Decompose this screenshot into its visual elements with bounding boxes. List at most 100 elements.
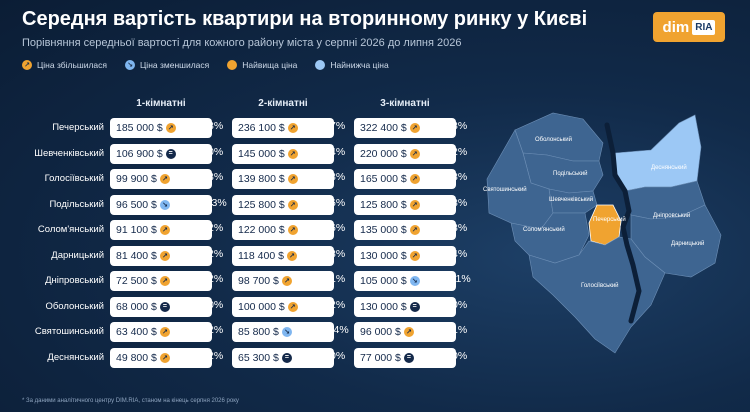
price-cell: 122 000 $ ↗ 6% bbox=[232, 220, 345, 240]
price-up-icon: ↗ bbox=[159, 327, 170, 337]
price-down-icon: ↘ bbox=[281, 327, 292, 337]
price-up-icon: ↗ bbox=[159, 225, 170, 235]
price-value: 165 000 $ bbox=[360, 173, 407, 185]
district-label: Дніпровський bbox=[45, 275, 104, 286]
price-value: 72 500 $ bbox=[116, 275, 157, 287]
price-cell: 68 000 $ = 0% bbox=[110, 296, 223, 317]
change-value: 2% bbox=[208, 349, 224, 362]
page-title: Середня вартість квартири на вторинному … bbox=[22, 8, 588, 30]
price-cell: 96 000 $ ↗ 1% bbox=[354, 322, 467, 342]
district-label: Солом'янський bbox=[37, 224, 104, 235]
price-cell: 77 000 $ = 0% bbox=[354, 347, 467, 368]
map-label-obolonskyi: Оболонський bbox=[535, 136, 572, 143]
price-cell: 72 500 $ ↗ 2% bbox=[110, 271, 223, 291]
price-cell: 220 000 $ ↗ 2% bbox=[354, 143, 467, 164]
change-value: 0% bbox=[452, 349, 468, 362]
price-cell: 145 000 $ ↗ 4% bbox=[232, 143, 345, 164]
change-value: 0% bbox=[330, 349, 346, 362]
price-up-icon: ↗ bbox=[409, 148, 420, 159]
price-value: 118 400 $ bbox=[238, 249, 284, 262]
district-label: Шевченківський bbox=[34, 147, 104, 159]
price-up-icon: ↗ bbox=[159, 250, 170, 261]
map-label-pecherskyi: Печерський bbox=[593, 216, 626, 223]
change-value: 7% bbox=[330, 120, 346, 132]
change-value: 2% bbox=[208, 324, 224, 336]
district-label: Дарницький bbox=[51, 249, 104, 261]
price-value: 96 000 $ bbox=[360, 326, 401, 338]
change-value: 6% bbox=[330, 196, 346, 209]
column-header: 3-кімнатні bbox=[380, 98, 430, 109]
price-value: 145 000 $ bbox=[238, 147, 285, 160]
price-cell: 130 000 $ = 0% bbox=[354, 296, 467, 317]
price-value: 105 000 $ bbox=[360, 275, 407, 287]
map-district-desnianskyi[interactable] bbox=[614, 114, 702, 192]
price-value: 220 000 $ bbox=[360, 147, 407, 160]
price-cell: 165 000 $ ↗ 3% bbox=[354, 169, 467, 189]
footnote: * За даними аналітичного центру DIM.RIA,… bbox=[22, 398, 239, 404]
price-value: 130 000 $ bbox=[360, 249, 407, 262]
price-up-icon: ↗ bbox=[409, 250, 420, 261]
logo[interactable]: dim RIA bbox=[653, 12, 725, 42]
price-cell: 236 100 $ ↗ 7% bbox=[232, 118, 345, 138]
district-label: Печерський bbox=[52, 122, 104, 133]
price-cell: 98 700 $ ↗ 1% bbox=[232, 271, 345, 291]
price-up-icon: ↗ bbox=[22, 60, 32, 70]
map-label-holosiivskyi: Голосіївський bbox=[581, 282, 619, 289]
district-label: Святошинський bbox=[34, 326, 104, 337]
price-up-icon: ↗ bbox=[159, 352, 170, 363]
change-value: 3% bbox=[452, 120, 468, 132]
price-cell: 135 000 $ ↗ 3% bbox=[354, 220, 467, 240]
price-value: 81 400 $ bbox=[116, 249, 157, 262]
map-river bbox=[604, 122, 642, 324]
column-header: 1-кімнатні bbox=[136, 98, 186, 109]
price-value: 96 500 $ bbox=[116, 198, 157, 211]
change-value: -4% bbox=[330, 324, 349, 336]
price-up-icon: ↗ bbox=[287, 148, 298, 159]
price-cell: 99 900 $ ↗ 3% bbox=[110, 169, 223, 189]
price-cell: 65 300 $ = 0% bbox=[232, 347, 345, 368]
price-value: 236 100 $ bbox=[238, 122, 285, 134]
legend-item-up: ↗ Ціна збільшилася bbox=[22, 60, 107, 70]
map-label-sviatoshynskyi: Святошинський bbox=[483, 186, 527, 193]
price-up-icon: ↗ bbox=[281, 276, 292, 286]
price-value: 68 000 $ bbox=[116, 300, 157, 313]
price-cell: 130 000 $ ↗ 4% bbox=[354, 245, 467, 266]
kyiv-district-map: Оболонський Деснянський Подільський Свят… bbox=[483, 112, 722, 354]
district-label: Оболонський bbox=[45, 300, 104, 312]
change-value: 8% bbox=[330, 171, 346, 183]
price-cell: 322 400 $ ↗ 3% bbox=[354, 118, 467, 138]
price-value: 91 100 $ bbox=[116, 224, 157, 236]
legend: ↗ Ціна збільшилася ↘ Ціна зменшилася Най… bbox=[22, 60, 389, 70]
price-value: 122 000 $ bbox=[238, 224, 285, 236]
price-unchanged-icon: = bbox=[281, 352, 292, 363]
price-unchanged-icon: = bbox=[403, 352, 414, 363]
change-value: 2% bbox=[208, 247, 224, 260]
legend-label-up: Ціна збільшилася bbox=[37, 60, 108, 70]
lowest-price-swatch-icon bbox=[315, 60, 326, 70]
logo-dim-text: dim bbox=[662, 18, 690, 36]
price-up-icon: ↗ bbox=[409, 225, 420, 235]
change-value: 4% bbox=[452, 247, 468, 260]
change-value: 6% bbox=[330, 222, 346, 234]
price-cell: 63 400 $ ↗ 2% bbox=[110, 322, 223, 342]
price-cell: 85 800 $ ↘ -4% bbox=[232, 322, 349, 342]
change-value: 1% bbox=[330, 273, 346, 285]
change-value: -3% bbox=[208, 196, 227, 209]
price-cell: 91 100 $ ↗ 2% bbox=[110, 220, 223, 240]
map-label-solomianskyi: Солом'янський bbox=[523, 226, 565, 233]
map-label-shevchenkivskyi: Шевченківський bbox=[549, 196, 593, 203]
price-down-icon: ↘ bbox=[409, 276, 420, 286]
change-value: 3% bbox=[452, 222, 468, 234]
map-label-dniprovskyi: Дніпровський bbox=[653, 212, 690, 219]
price-cell: 96 500 $ ↘ -3% bbox=[110, 194, 227, 215]
map-label-podilskyi: Подільський bbox=[553, 170, 587, 177]
change-value: 2% bbox=[330, 298, 346, 311]
district-label: Деснянський bbox=[47, 351, 104, 363]
legend-label-down: Ціна зменшилася bbox=[140, 60, 210, 70]
price-unchanged-icon: = bbox=[409, 301, 420, 312]
change-value: 3% bbox=[330, 247, 346, 260]
price-up-icon: ↗ bbox=[286, 250, 297, 261]
legend-label-highest: Найвища ціна bbox=[242, 60, 298, 70]
price-value: 125 800 $ bbox=[360, 198, 407, 211]
map-district-solomianskyi[interactable] bbox=[510, 212, 590, 264]
